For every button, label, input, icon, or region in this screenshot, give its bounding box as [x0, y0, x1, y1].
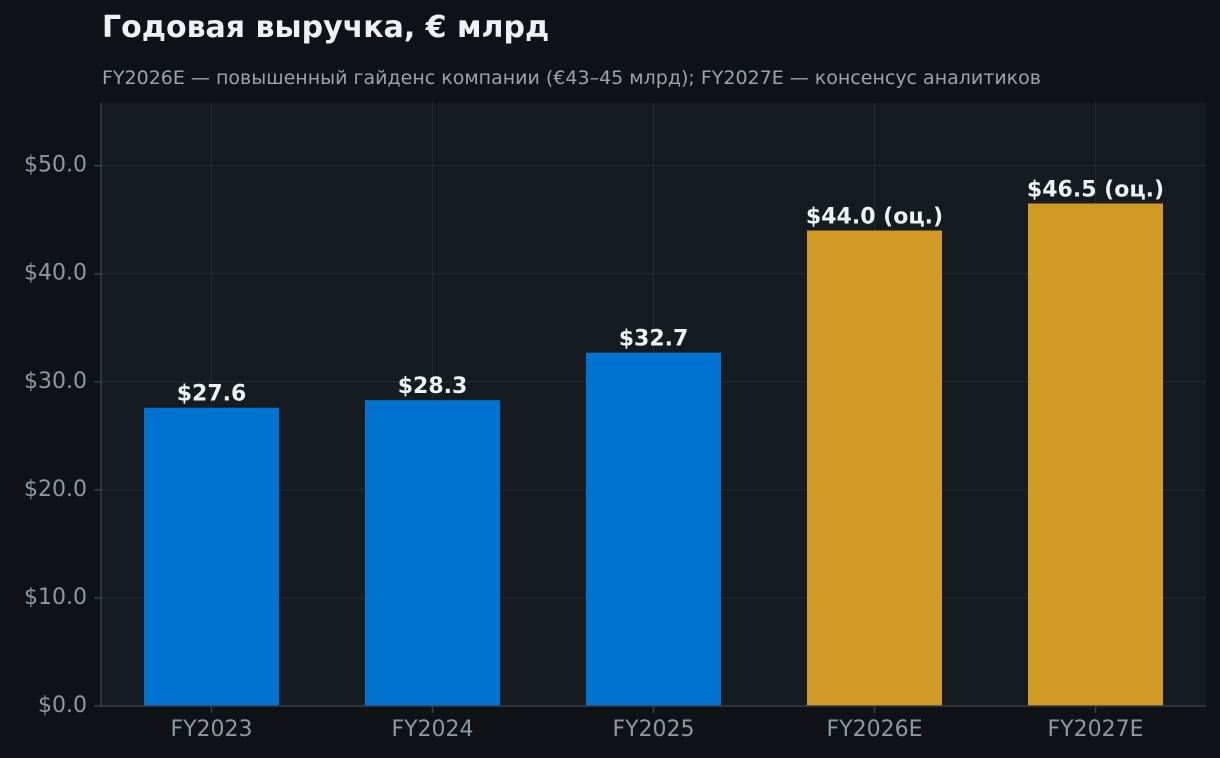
y-tick-label: $30.0: [24, 369, 87, 394]
bar-estimate: [1028, 203, 1163, 706]
y-tick-label: $10.0: [24, 585, 87, 610]
chart-title: Годовая выручка, € млрд: [102, 10, 550, 45]
bar-actual: [365, 400, 500, 706]
chart-subtitle: FY2026E — повышенный гайденс компании (€…: [102, 67, 1041, 89]
x-tick-label: FY2025: [612, 717, 694, 742]
bar-value-label: $46.5 (оц.): [1027, 178, 1164, 203]
x-tick-label: FY2024: [391, 717, 473, 742]
x-tick-label: FY2023: [170, 717, 252, 742]
bar-value-label: $44.0 (оц.): [806, 205, 943, 230]
bar-actual: [586, 352, 721, 706]
y-tick-label: $20.0: [24, 477, 87, 502]
x-tick-label: FY2026E: [827, 717, 923, 742]
y-tick-label: $50.0: [24, 153, 87, 178]
bar-value-label: $28.3: [398, 374, 468, 399]
bar-value-label: $27.6: [177, 382, 247, 407]
x-tick-label: FY2027E: [1048, 717, 1144, 742]
bar-actual: [144, 407, 279, 706]
bar-value-label: $32.7: [619, 327, 689, 352]
y-tick-label: $0.0: [38, 693, 87, 718]
y-tick-label: $40.0: [24, 261, 87, 286]
bar-estimate: [807, 230, 942, 707]
